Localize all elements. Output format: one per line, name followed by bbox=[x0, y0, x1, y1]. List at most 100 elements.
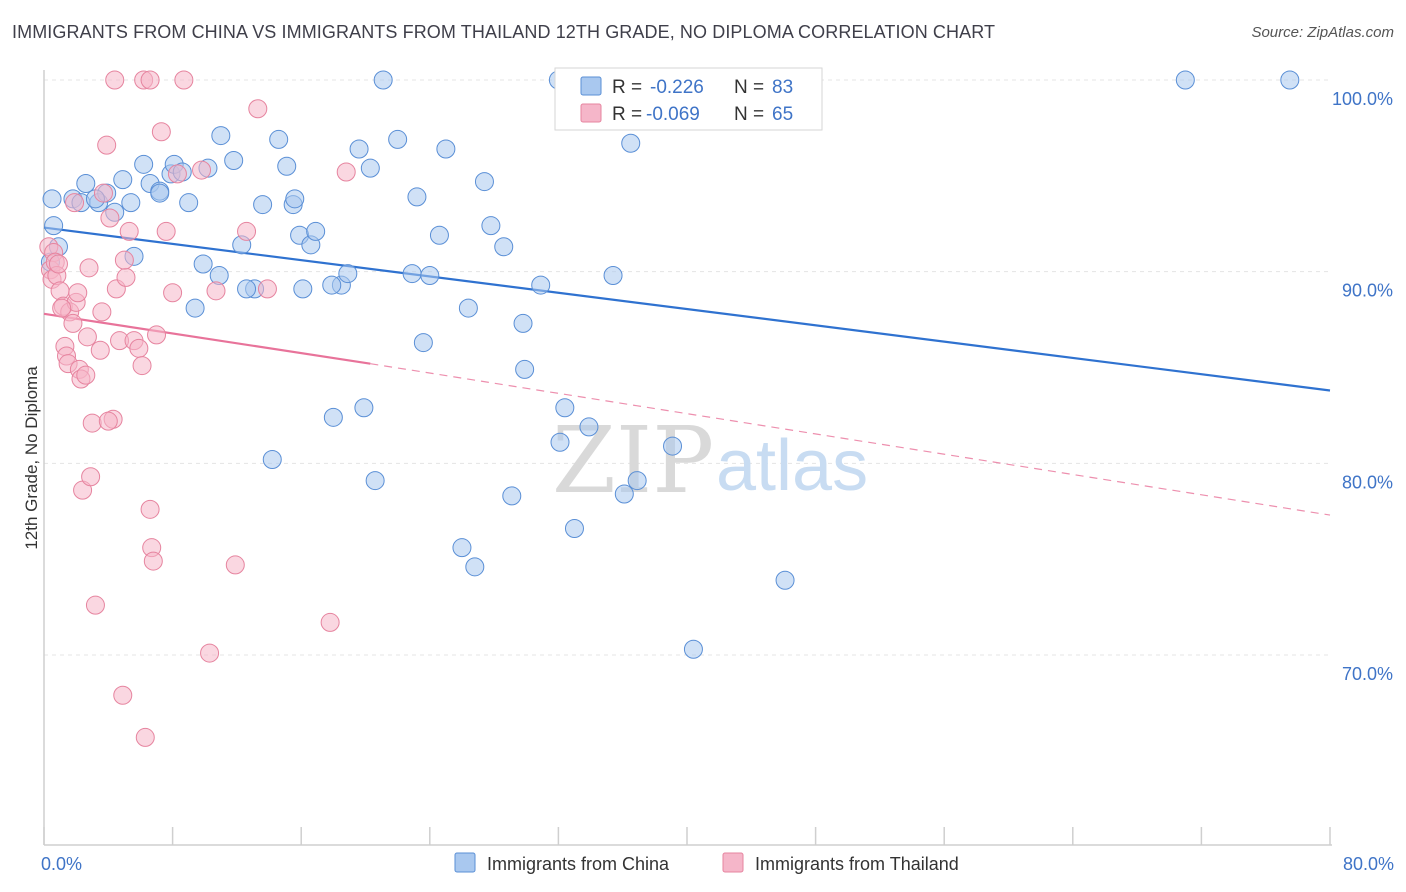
china-point-38 bbox=[365, 471, 385, 491]
stats-legend-n-thailand: 65 bbox=[772, 104, 793, 125]
china-point-45 bbox=[429, 225, 449, 245]
chart-source: Source: ZipAtlas.com bbox=[1251, 24, 1394, 41]
china-point-55 bbox=[515, 359, 535, 379]
thailand-point-34 bbox=[129, 338, 149, 358]
thailand-point-45 bbox=[225, 555, 245, 575]
y-tick-labels: 70.0% 80.0% 90.0% 100.0% bbox=[1332, 89, 1393, 684]
thailand-point-50 bbox=[336, 162, 356, 182]
watermark: ZIP atlas bbox=[552, 407, 868, 514]
china-point-72 bbox=[1280, 70, 1300, 90]
thailand-point-63 bbox=[156, 221, 176, 241]
china-point-63 bbox=[603, 266, 623, 285]
y-tick-label-100: 100.0% bbox=[1332, 89, 1393, 109]
china-point-68 bbox=[663, 436, 683, 456]
china-point-43 bbox=[413, 333, 433, 353]
china-point-81 bbox=[285, 189, 305, 209]
watermark-atlas: atlas bbox=[716, 426, 868, 506]
thailand-point-40 bbox=[151, 122, 171, 142]
chart-title: IMMIGRANTS FROM CHINA VS IMMIGRANTS FROM… bbox=[12, 22, 996, 42]
thailand-point-6 bbox=[50, 281, 70, 301]
y-axis-label: 12th Grade, No Diploma bbox=[22, 366, 41, 550]
china-point-25 bbox=[269, 129, 289, 149]
thailand-point-41 bbox=[167, 164, 187, 184]
thailand-point-26 bbox=[100, 208, 120, 228]
thailand-point-48 bbox=[257, 279, 277, 299]
bottom-legend: Immigrants from China Immigrants from Th… bbox=[454, 852, 959, 874]
thailand-point-56 bbox=[52, 298, 72, 318]
data-points bbox=[39, 70, 1300, 747]
thailand-point-30 bbox=[113, 685, 133, 705]
y-tick-label-90: 90.0% bbox=[1342, 281, 1393, 301]
trend-line-thailand-dashed bbox=[370, 363, 1331, 516]
china-point-61 bbox=[579, 417, 599, 437]
china-point-57 bbox=[531, 275, 551, 295]
china-point-16 bbox=[179, 193, 199, 213]
series-china bbox=[40, 70, 1300, 659]
bottom-legend-swatch-thailand bbox=[722, 852, 744, 873]
thailand-point-51 bbox=[105, 70, 125, 90]
china-point-10 bbox=[134, 154, 154, 174]
china-point-59 bbox=[555, 398, 575, 418]
stats-legend: R = -0.226 N = 83 R = -0.069 N = 65 bbox=[554, 67, 823, 131]
china-point-47 bbox=[452, 538, 472, 558]
china-point-46 bbox=[436, 139, 456, 159]
trend-lines bbox=[43, 226, 1331, 516]
thailand-point-58 bbox=[77, 327, 97, 347]
china-point-52 bbox=[494, 237, 514, 257]
thailand-point-32 bbox=[119, 221, 139, 241]
thailand-point-14 bbox=[68, 283, 88, 303]
y-tick-label-70: 70.0% bbox=[1342, 664, 1393, 684]
x-ticks bbox=[43, 827, 1331, 845]
china-point-66 bbox=[621, 133, 641, 153]
china-point-58 bbox=[550, 432, 570, 452]
thailand-point-18 bbox=[76, 365, 96, 385]
china-point-0 bbox=[44, 216, 64, 236]
china-point-53 bbox=[502, 486, 522, 506]
china-point-42 bbox=[407, 187, 427, 207]
x-tick-label-max: 80.0% bbox=[1343, 854, 1394, 874]
stats-legend-r-label-thailand: R = bbox=[612, 104, 642, 125]
stats-legend-swatch-thailand bbox=[580, 103, 602, 123]
thailand-point-35 bbox=[132, 356, 152, 376]
thailand-point-12 bbox=[63, 313, 83, 333]
stats-legend-r-china: -0.226 bbox=[650, 77, 704, 98]
china-point-80 bbox=[237, 279, 257, 299]
china-point-39 bbox=[373, 70, 393, 90]
china-point-26 bbox=[277, 156, 297, 176]
china-point-4 bbox=[76, 174, 96, 193]
china-point-48 bbox=[465, 557, 485, 577]
china-point-31 bbox=[306, 221, 326, 241]
thailand-point-49 bbox=[320, 612, 340, 632]
thailand-point-61 bbox=[114, 250, 134, 270]
china-point-23 bbox=[253, 195, 273, 215]
china-point-41 bbox=[402, 264, 422, 284]
china-point-51 bbox=[481, 216, 501, 236]
china-point-70 bbox=[775, 570, 795, 590]
china-point-77 bbox=[150, 183, 170, 203]
china-point-49 bbox=[458, 298, 478, 318]
thailand-point-36 bbox=[135, 727, 155, 747]
china-point-17 bbox=[185, 298, 205, 318]
china-point-32 bbox=[323, 407, 343, 427]
china-point-8 bbox=[113, 170, 133, 190]
china-point-67 bbox=[627, 471, 647, 491]
china-point-65 bbox=[614, 484, 634, 504]
trend-line-china bbox=[43, 226, 1331, 392]
series-thailand bbox=[39, 70, 356, 747]
thailand-point-37 bbox=[140, 499, 160, 519]
thailand-point-62 bbox=[147, 325, 167, 345]
watermark-zip: ZIP bbox=[552, 407, 714, 514]
china-point-60 bbox=[564, 519, 584, 538]
china-point-73 bbox=[42, 189, 62, 209]
china-point-40 bbox=[388, 129, 408, 149]
china-point-54 bbox=[513, 313, 533, 333]
thailand-point-53 bbox=[140, 70, 160, 90]
china-point-82 bbox=[322, 275, 342, 295]
thailand-point-46 bbox=[237, 221, 257, 241]
thailand-point-39 bbox=[143, 551, 163, 571]
china-point-35 bbox=[349, 139, 369, 159]
thailand-point-24 bbox=[93, 183, 113, 203]
thailand-point-64 bbox=[163, 283, 183, 303]
y-tick-label-80: 80.0% bbox=[1342, 472, 1393, 492]
x-tick-label-min: 0.0% bbox=[41, 854, 82, 874]
